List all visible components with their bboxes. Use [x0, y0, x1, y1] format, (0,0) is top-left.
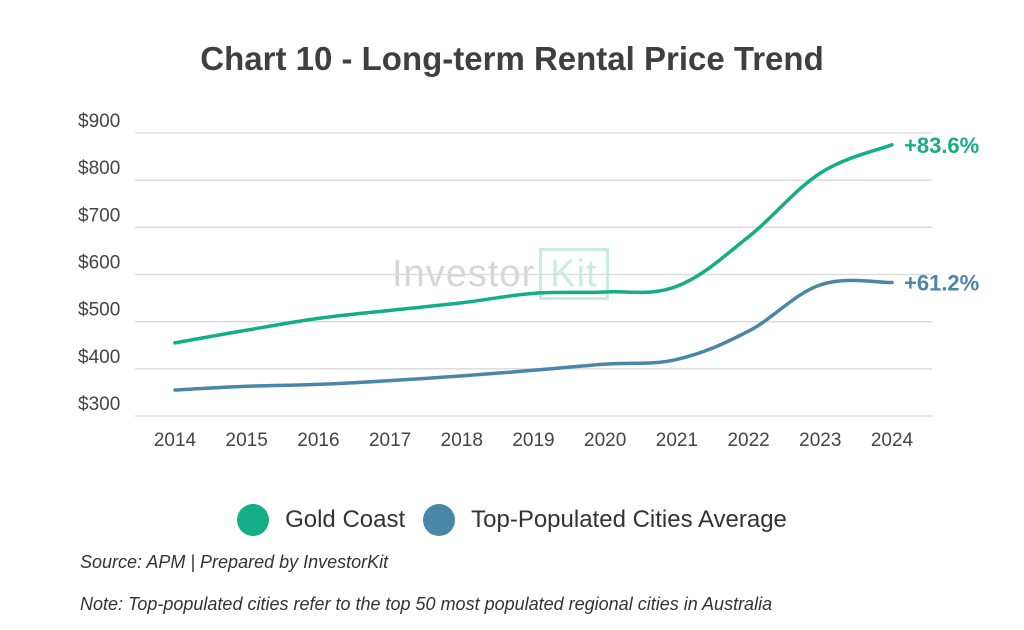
series-lines — [173, 143, 894, 392]
source-note: Source: APM | Prepared by InvestorKit — [80, 552, 389, 572]
y-tick-label: $300 — [78, 394, 120, 415]
x-tick-label: 2019 — [512, 430, 554, 451]
series-line-0 — [173, 143, 894, 345]
legend-label-top-populated: Top-Populated Cities Average — [471, 506, 787, 533]
end-label-1: +61.2% — [904, 271, 979, 296]
y-tick-label: $900 — [78, 111, 120, 132]
end-label-0: +83.6% — [904, 133, 979, 158]
end-labels: +83.6% +61.2% — [904, 133, 979, 296]
x-tick-label: 2021 — [656, 430, 698, 451]
x-tick-label: 2022 — [727, 430, 769, 451]
y-tick-label: $400 — [78, 347, 120, 368]
x-tick-label: 2016 — [297, 430, 339, 451]
chart-title: Chart 10 - Long-term Rental Price Trend — [200, 40, 824, 77]
legend: Gold Coast Top-Populated Cities Average — [0, 500, 1024, 540]
footnote: Note: Top-populated cities refer to the … — [80, 594, 773, 614]
legend-item-gold-coast: Gold Coast — [237, 504, 405, 536]
line-chart: $300$400$500$600$700$800$900 2014 2015 201… — [78, 111, 979, 451]
grid-lines — [135, 132, 932, 417]
legend-label-gold-coast: Gold Coast — [285, 506, 406, 533]
legend-item-top-populated: Top-Populated Cities Average — [423, 504, 787, 536]
series-line-1 — [173, 278, 894, 392]
x-tick-label: 2017 — [369, 430, 411, 451]
x-tick-label: 2024 — [871, 430, 914, 451]
x-axis-ticks: 2014 2015 2016 2017 2018 2019 2020 2021 2022 2023… — [154, 430, 914, 451]
y-tick-label: $700 — [78, 205, 120, 226]
y-axis-ticks: $300 $400 $500 $600 $700 $800 $900 — [78, 111, 120, 415]
y-tick-label: $600 — [78, 253, 120, 274]
x-tick-label: 2014 — [154, 430, 197, 451]
x-tick-label: 2023 — [799, 430, 841, 451]
x-tick-label: 2020 — [584, 430, 626, 451]
x-tick-label: 2018 — [441, 430, 483, 451]
x-tick-label: 2015 — [226, 430, 268, 451]
y-tick-label: $800 — [78, 158, 120, 179]
y-tick-label: $500 — [78, 300, 120, 321]
legend-swatch-gold-coast — [237, 504, 270, 536]
legend-swatch-top-populated — [423, 504, 456, 536]
